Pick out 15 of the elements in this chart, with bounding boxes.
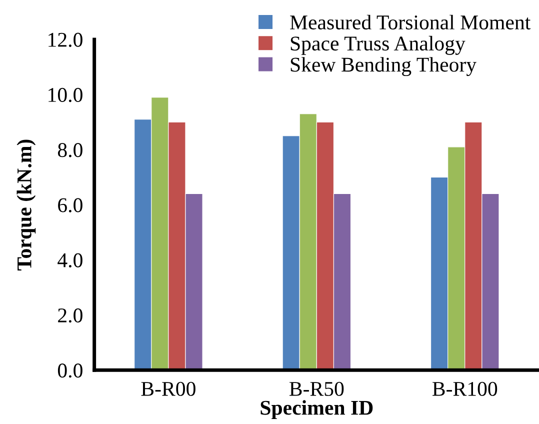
y-tick-label: 4.0 (58, 253, 82, 268)
y-tick-label: 2.0 (58, 308, 82, 323)
x-tick-label: B-R50 (289, 382, 344, 396)
legend-label: Skew Bending Theory (290, 57, 477, 76)
y-tick-label: 0.0 (58, 364, 82, 378)
y-tick-label: 8.0 (58, 143, 82, 158)
x-tick-label: B-R100 (432, 382, 498, 396)
x-tick-label: B-R00 (141, 382, 196, 396)
legend-label: Space Truss Analogy (290, 36, 466, 55)
x-axis-title: Specimen ID (260, 400, 373, 420)
y-tick-label: 12.0 (48, 32, 82, 47)
legend-label: Measured Torsional Moment (290, 14, 531, 30)
y-tick-label: 10.0 (48, 88, 82, 102)
y-tick-label: 6.0 (58, 198, 82, 212)
y-axis-title: Torque (kN.m) (16, 140, 36, 270)
